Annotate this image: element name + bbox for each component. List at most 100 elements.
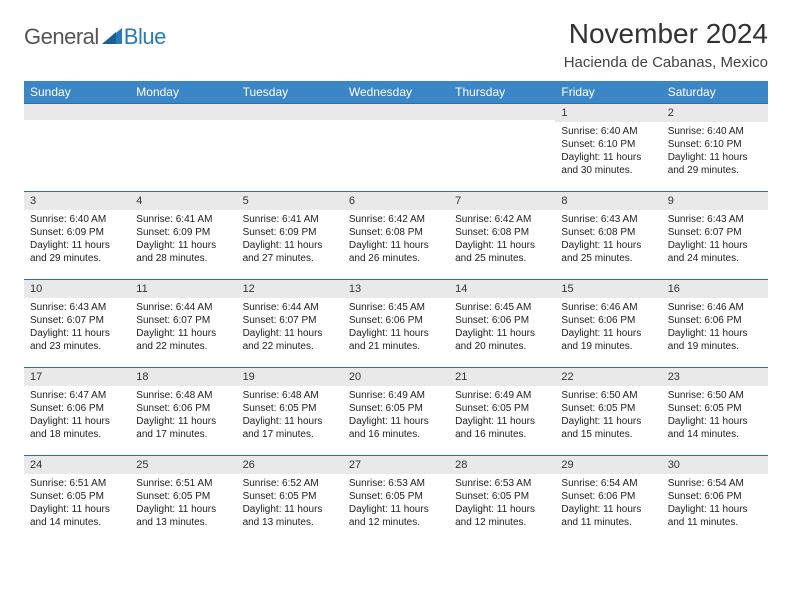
day-number: 1 [555,104,661,122]
day-number [237,104,343,120]
day-number: 12 [237,280,343,298]
day-number: 11 [130,280,236,298]
calendar-day-cell: 1Sunrise: 6:40 AMSunset: 6:10 PMDaylight… [555,104,661,192]
calendar-day-cell: 19Sunrise: 6:48 AMSunset: 6:05 PMDayligh… [237,368,343,456]
sunrise-text: Sunrise: 6:51 AM [30,477,124,490]
sunset-text: Sunset: 6:06 PM [561,490,655,503]
sunset-text: Sunset: 6:05 PM [243,402,337,415]
day-content: Sunrise: 6:45 AMSunset: 6:06 PMDaylight:… [449,298,555,357]
calendar-day-cell: 28Sunrise: 6:53 AMSunset: 6:05 PMDayligh… [449,456,555,544]
month-title: November 2024 [564,18,768,50]
calendar-week-row: 17Sunrise: 6:47 AMSunset: 6:06 PMDayligh… [24,368,768,456]
day-number: 22 [555,368,661,386]
day-content: Sunrise: 6:48 AMSunset: 6:06 PMDaylight:… [130,386,236,445]
weekday-header: Friday [555,81,661,104]
sunset-text: Sunset: 6:08 PM [349,226,443,239]
weekday-header: Tuesday [237,81,343,104]
calendar-day-cell: 20Sunrise: 6:49 AMSunset: 6:05 PMDayligh… [343,368,449,456]
sunrise-text: Sunrise: 6:47 AM [30,389,124,402]
day-number: 14 [449,280,555,298]
day-number: 21 [449,368,555,386]
calendar-day-cell: 6Sunrise: 6:42 AMSunset: 6:08 PMDaylight… [343,192,449,280]
calendar-day-cell: 27Sunrise: 6:53 AMSunset: 6:05 PMDayligh… [343,456,449,544]
sunrise-text: Sunrise: 6:46 AM [668,301,762,314]
day-content: Sunrise: 6:50 AMSunset: 6:05 PMDaylight:… [662,386,768,445]
daylight-text: Daylight: 11 hours and 19 minutes. [561,327,655,353]
day-content: Sunrise: 6:43 AMSunset: 6:07 PMDaylight:… [662,210,768,269]
day-content: Sunrise: 6:48 AMSunset: 6:05 PMDaylight:… [237,386,343,445]
sunset-text: Sunset: 6:06 PM [668,490,762,503]
day-content: Sunrise: 6:40 AMSunset: 6:09 PMDaylight:… [24,210,130,269]
daylight-text: Daylight: 11 hours and 30 minutes. [561,151,655,177]
sunrise-text: Sunrise: 6:42 AM [455,213,549,226]
weekday-header: Wednesday [343,81,449,104]
calendar-day-cell [449,104,555,192]
day-content: Sunrise: 6:40 AMSunset: 6:10 PMDaylight:… [662,122,768,181]
sunset-text: Sunset: 6:09 PM [30,226,124,239]
calendar-week-row: 24 Sunrise: 6:51 AM Sunset: 6:05 PM Dayligh… [24,456,768,544]
daylight-text: Daylight: 11 hours and 20 minutes. [455,327,549,353]
day-content: Sunrise: 6:44 AMSunset: 6:07 PMDaylight:… [130,298,236,357]
calendar-week-row: 1Sunrise: 6:40 AMSunset: 6:10 PMDaylight… [24,104,768,192]
day-number: 24 [24,456,130,474]
daylight-text: Daylight: 11 hours and 23 minutes. [30,327,124,353]
day-number: 25 [130,456,236,474]
sunrise-text: Sunrise: 6:41 AM [243,213,337,226]
day-number: 16 [662,280,768,298]
day-content: Sunrise: 6:49 AMSunset: 6:05 PMDaylight:… [449,386,555,445]
day-content: Sunrise: 6:45 AMSunset: 6:06 PMDaylight:… [343,298,449,357]
calendar-day-cell: 30Sunrise: 6:54 AMSunset: 6:06 PMDayligh… [662,456,768,544]
day-number: 19 [237,368,343,386]
day-content: Sunrise: 6:41 AMSunset: 6:09 PMDaylight:… [237,210,343,269]
day-number [449,104,555,120]
logo-text-blue: Blue [124,24,166,50]
day-number: 15 [555,280,661,298]
daylight-text: Daylight: 11 hours and 14 minutes. [668,415,762,441]
day-content: Sunrise: 6:53 AMSunset: 6:05 PMDaylight:… [343,474,449,533]
daylight-text: Daylight: 11 hours and 18 minutes. [30,415,124,441]
sunset-text: Sunset: 6:05 PM [349,402,443,415]
calendar-day-cell: 7Sunrise: 6:42 AMSunset: 6:08 PMDaylight… [449,192,555,280]
calendar-week-row: 10Sunrise: 6:43 AMSunset: 6:07 PMDayligh… [24,280,768,368]
calendar-day-cell: 17Sunrise: 6:47 AMSunset: 6:06 PMDayligh… [24,368,130,456]
weekday-header: Sunday [24,81,130,104]
calendar-day-cell: 11Sunrise: 6:44 AMSunset: 6:07 PMDayligh… [130,280,236,368]
daylight-text: Daylight: 11 hours and 19 minutes. [668,327,762,353]
weekday-header: Saturday [662,81,768,104]
sunrise-text: Sunrise: 6:52 AM [243,477,337,490]
day-content: Sunrise: 6:42 AMSunset: 6:08 PMDaylight:… [449,210,555,269]
daylight-text: Daylight: 11 hours and 25 minutes. [455,239,549,265]
daylight-text: Daylight: 11 hours and 17 minutes. [243,415,337,441]
day-number: 9 [662,192,768,210]
sunset-text: Sunset: 6:05 PM [668,402,762,415]
sunrise-text: Sunrise: 6:40 AM [668,125,762,138]
calendar-day-cell: 29Sunrise: 6:54 AMSunset: 6:06 PMDayligh… [555,456,661,544]
calendar-day-cell: 15Sunrise: 6:46 AMSunset: 6:06 PMDayligh… [555,280,661,368]
daylight-text: Daylight: 11 hours and 24 minutes. [668,239,762,265]
day-number: 8 [555,192,661,210]
sunset-text: Sunset: 6:08 PM [561,226,655,239]
day-number: 18 [130,368,236,386]
day-number: 3 [24,192,130,210]
sunset-text: Sunset: 6:10 PM [561,138,655,151]
daylight-text: Daylight: 11 hours and 22 minutes. [243,327,337,353]
sunrise-text: Sunrise: 6:54 AM [668,477,762,490]
calendar-day-cell: 12Sunrise: 6:44 AMSunset: 6:07 PMDayligh… [237,280,343,368]
sunset-text: Sunset: 6:08 PM [455,226,549,239]
day-content: Sunrise: 6:52 AMSunset: 6:05 PMDaylight:… [237,474,343,533]
daylight-text: Daylight: 11 hours and 17 minutes. [136,415,230,441]
header: General Blue November 2024 Hacienda de C… [24,18,768,71]
sunset-text: Sunset: 6:06 PM [30,402,124,415]
calendar-day-cell: 13Sunrise: 6:45 AMSunset: 6:06 PMDayligh… [343,280,449,368]
daylight-text: Daylight: 11 hours and 13 minutes. [243,503,337,529]
daylight-text: Daylight: 11 hours and 12 minutes. [455,503,549,529]
calendar-day-cell: 3Sunrise: 6:40 AMSunset: 6:09 PMDaylight… [24,192,130,280]
day-number: 20 [343,368,449,386]
weekday-header-row: Sunday Monday Tuesday Wednesday Thursday… [24,81,768,104]
day-content: Sunrise: 6:47 AMSunset: 6:06 PMDaylight:… [24,386,130,445]
day-content: Sunrise: 6:42 AMSunset: 6:08 PMDaylight:… [343,210,449,269]
sunrise-text: Sunrise: 6:43 AM [668,213,762,226]
sunrise-text: Sunrise: 6:43 AM [561,213,655,226]
sunset-text: Sunset: 6:05 PM [136,490,230,503]
sunrise-text: Sunrise: 6:45 AM [349,301,443,314]
